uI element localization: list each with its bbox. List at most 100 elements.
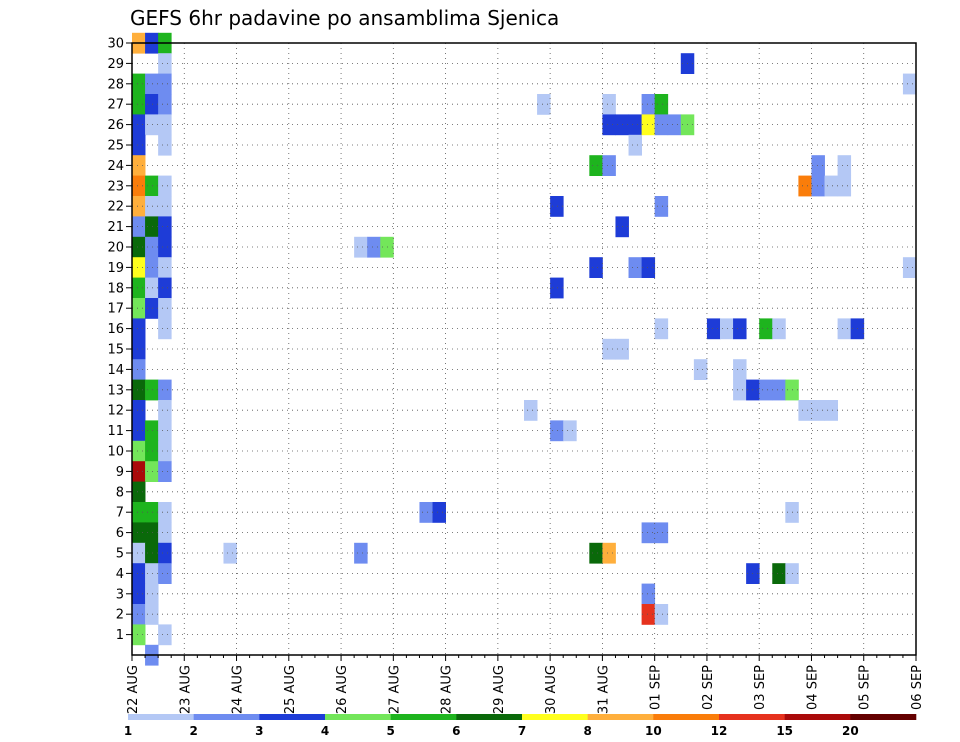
colorbar-label: 20 [842,724,859,738]
heatmap-cell [798,400,812,421]
colorbar-swatch [128,714,194,720]
heatmap-cell [759,318,773,340]
heatmap-cell [145,114,159,136]
colorbar-label: 15 [776,724,793,738]
heatmap-cell [132,175,146,197]
y-tick-label: 6 [116,526,124,541]
heatmap-cell [641,583,656,605]
heatmap-cell [132,502,146,523]
colorbar-swatch [193,714,260,720]
heatmap-cell [158,216,172,238]
heatmap-cell [145,420,159,442]
heatmap-cell [367,236,381,258]
x-tick-label: 03 SEP [753,665,768,710]
heatmap-cell [158,236,172,258]
heatmap-cell [158,94,172,115]
heatmap-cell [654,522,669,544]
heatmap-cell [132,522,146,544]
heatmap-cell [132,461,146,482]
colorbar-swatch [850,714,917,720]
heatmap-cell [158,318,172,340]
heatmap-cell [628,134,642,156]
y-tick-label: 19 [107,261,124,276]
heatmap-cell [145,73,159,95]
heatmap-cell [158,257,172,278]
heatmap-cell [902,257,917,278]
heatmap-cell [419,502,433,523]
heatmap-cell [158,400,172,421]
y-tick-label: 13 [107,383,124,398]
heatmap-cell [132,420,146,442]
heatmap-cell [654,604,669,625]
heatmap-cell [145,440,159,462]
heatmap-cell [654,318,669,340]
heatmap-cell [720,318,734,340]
colorbar-label: 4 [321,724,329,738]
heatmap-cell [158,563,172,584]
colorbar-label: 12 [711,724,728,738]
heatmap-cell [145,522,159,544]
x-tick-label: 04 SEP [805,665,820,710]
y-tick-label: 18 [107,281,124,296]
y-tick-label: 5 [116,547,124,562]
x-tick-label: 25 AUG [283,665,298,714]
heatmap-cell [132,134,146,156]
heatmap-cell [550,420,564,442]
colorbar-swatch [587,714,654,720]
colorbar-label: 7 [518,724,526,738]
heatmap-cell [145,175,159,197]
y-tick-label: 15 [107,343,124,358]
x-tick-label: 02 SEP [701,665,716,710]
y-tick-label: 29 [107,57,124,72]
x-tick-label: 01 SEP [649,665,664,710]
heatmap-cell [628,257,642,278]
colorbar-legend: 1 2 3 4 5 6 7 8 10 12 15 20 [124,714,917,738]
heatmap-cell [145,196,159,217]
y-tick-label: 21 [107,220,124,235]
heatmap-cell [158,502,172,523]
heatmap-cell [654,114,669,136]
y-tick-label: 17 [107,302,124,317]
heatmap-cell [158,298,172,319]
heatmap-cell [145,502,159,523]
heatmap-cell [223,542,237,564]
heatmap-cell [158,420,172,442]
heatmap-cell [145,542,159,564]
x-tick-label: 06 SEP [910,665,925,710]
heatmap-cell [158,134,172,156]
grid-lines [132,42,916,655]
heatmap-cell [132,216,146,238]
x-tick-label: 23 AUG [178,665,193,714]
heatmap-cell [641,94,656,115]
y-tick-label: 26 [107,118,124,133]
x-tick-label: 29 AUG [492,665,507,714]
y-tick-label: 16 [107,322,124,337]
heatmap-cell [733,379,747,401]
heatmap-cell [589,257,603,278]
colorbar-swatch [653,714,720,720]
heatmap-cell [132,542,146,564]
heatmap-cell [602,338,616,360]
heatmap-cell [811,155,825,176]
heatmap-cell [158,196,172,217]
heatmap-cell [550,196,564,217]
heatmap-cell [641,257,656,278]
heatmap-cell [158,175,172,197]
heatmap-cell [550,277,564,299]
y-tick-label: 25 [107,139,124,154]
heatmap-cell [132,298,146,319]
heatmap-cell [132,583,146,605]
heatmap-cell [354,542,368,564]
heatmap-cell [145,298,159,319]
heatmap-cells [132,32,917,666]
heatmap-cell [132,359,146,380]
heatmap-cell [824,175,838,197]
x-tick-label: 05 SEP [858,665,873,710]
x-tick-label: 31 AUG [596,665,611,714]
colorbar-swatch [784,714,851,720]
x-tick-label: 30 AUG [544,665,559,714]
heatmap-cell [811,175,825,197]
heatmap-cell [654,94,669,115]
y-axis: 1234567891011121314151617181920212223242… [107,37,132,643]
